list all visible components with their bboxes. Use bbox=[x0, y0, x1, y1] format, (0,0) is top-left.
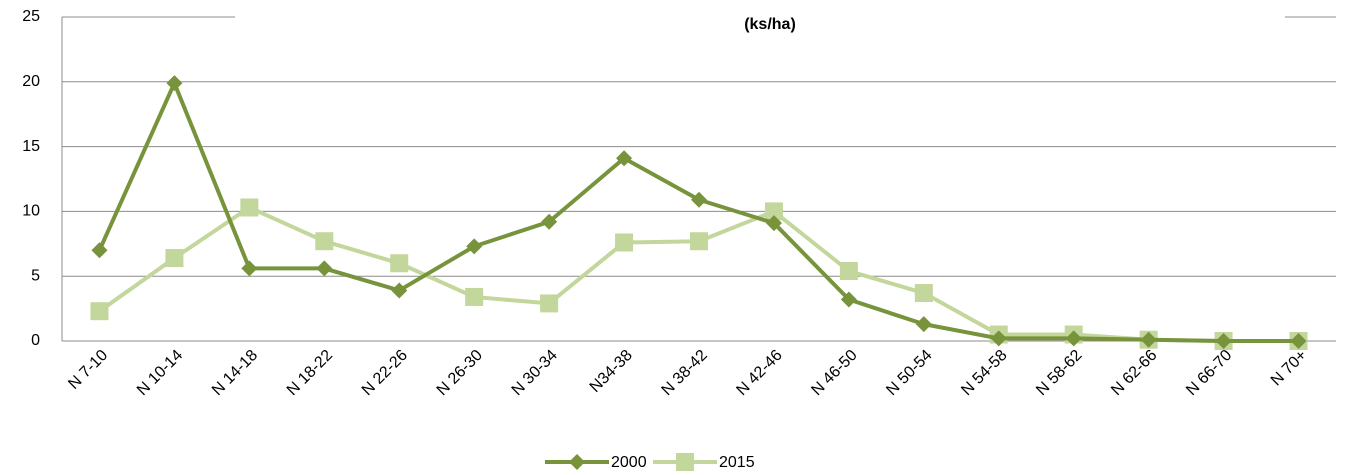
point bbox=[316, 260, 333, 277]
point bbox=[1290, 333, 1307, 349]
point bbox=[91, 242, 108, 259]
y-tick-label: 25 bbox=[22, 8, 40, 25]
series-line bbox=[98, 205, 1299, 343]
chart-title: (ks/ha) bbox=[744, 16, 796, 33]
point bbox=[840, 291, 857, 308]
x-tick-label: N 46-50 bbox=[808, 347, 860, 399]
x-tick-label: N 50-54 bbox=[883, 347, 935, 399]
x-tick-label: N 18-22 bbox=[284, 347, 336, 399]
y-tick-label: 10 bbox=[22, 203, 40, 220]
point bbox=[691, 191, 707, 208]
legend-marker bbox=[676, 453, 694, 471]
point bbox=[915, 316, 932, 333]
point bbox=[690, 232, 708, 251]
point bbox=[465, 287, 484, 306]
x-tick-label: N 70+ bbox=[1268, 347, 1311, 390]
point bbox=[1215, 333, 1232, 349]
y-tick-label: 0 bbox=[31, 332, 40, 349]
point bbox=[839, 262, 858, 281]
point bbox=[765, 215, 782, 232]
point bbox=[391, 282, 408, 299]
point bbox=[90, 302, 109, 321]
legend-label: 2000 bbox=[611, 454, 647, 471]
series-line bbox=[97, 81, 1299, 343]
y-tick-label: 15 bbox=[22, 138, 40, 155]
x-tick-label: N 54-58 bbox=[958, 347, 1010, 399]
point bbox=[541, 213, 558, 230]
title-background bbox=[235, 0, 1285, 44]
point bbox=[1065, 330, 1082, 347]
x-tick-label: N 10-14 bbox=[134, 347, 186, 399]
x-tick-label: N 66-70 bbox=[1183, 347, 1235, 399]
point bbox=[1140, 331, 1157, 348]
point bbox=[540, 294, 559, 313]
point bbox=[241, 260, 258, 277]
x-tick-label: N 7-10 bbox=[65, 347, 111, 393]
x-tick-label: N34-38 bbox=[587, 347, 636, 396]
x-tick-label: N 58-62 bbox=[1033, 347, 1085, 399]
legend-label: 2015 bbox=[719, 454, 755, 471]
x-tick-label: N 62-66 bbox=[1108, 347, 1160, 399]
point bbox=[764, 202, 783, 221]
point bbox=[390, 254, 409, 273]
point bbox=[315, 232, 334, 251]
point bbox=[616, 150, 633, 167]
point bbox=[240, 198, 259, 217]
legend-marker bbox=[569, 454, 585, 470]
point bbox=[914, 284, 933, 303]
point bbox=[166, 75, 183, 92]
x-tick-label: N 42-46 bbox=[733, 347, 785, 399]
point bbox=[466, 238, 483, 255]
x-tick-label: N 14-18 bbox=[209, 347, 261, 399]
x-tick-label: N 30-34 bbox=[509, 347, 561, 399]
y-tick-label: 20 bbox=[22, 73, 40, 90]
x-tick-label: N 38-42 bbox=[659, 347, 711, 399]
x-tick-label: N 22-26 bbox=[359, 347, 411, 399]
point bbox=[615, 233, 634, 252]
point bbox=[165, 249, 184, 268]
point bbox=[990, 330, 1007, 347]
y-tick-label: 5 bbox=[31, 267, 40, 284]
x-tick-label: N 26-30 bbox=[434, 347, 486, 399]
